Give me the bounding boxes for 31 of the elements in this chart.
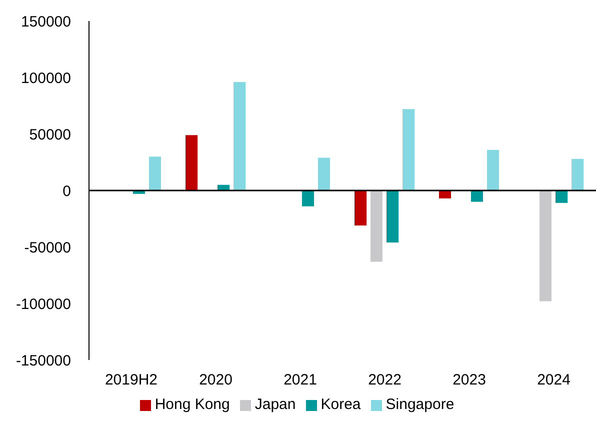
y-tick-label: 0 [62,182,71,200]
bar [234,82,246,190]
bar [302,190,314,206]
bar [487,150,499,190]
y-tick-label: -100000 [16,296,71,313]
x-tick-label: 2021 [284,372,317,389]
bar [386,190,398,242]
legend-label: Japan [254,396,296,413]
y-tick-label: 50000 [29,126,71,144]
bar [354,190,366,226]
x-tick-label: 2019H2 [104,372,158,389]
legend-label: Korea [320,396,361,413]
bar [540,190,552,302]
legend-label: Hong Kong [154,396,230,413]
y-tick-label: -150000 [16,352,71,370]
y-tick-label: -50000 [24,239,71,256]
bar [370,190,382,262]
bar [471,190,483,202]
x-tick-label: 2022 [368,372,402,389]
bar [402,109,414,190]
legend-label: Singapore [386,396,454,413]
bar [318,158,330,190]
bar [556,190,568,203]
bar [186,135,198,190]
bar [149,156,161,190]
x-tick-label: 2020 [199,372,232,389]
y-tick-label: 100000 [20,70,71,87]
bar [572,158,584,190]
y-tick-label: 150000 [20,13,71,30]
x-tick-label: 2024 [537,372,570,389]
x-tick-label: 2023 [452,372,486,389]
